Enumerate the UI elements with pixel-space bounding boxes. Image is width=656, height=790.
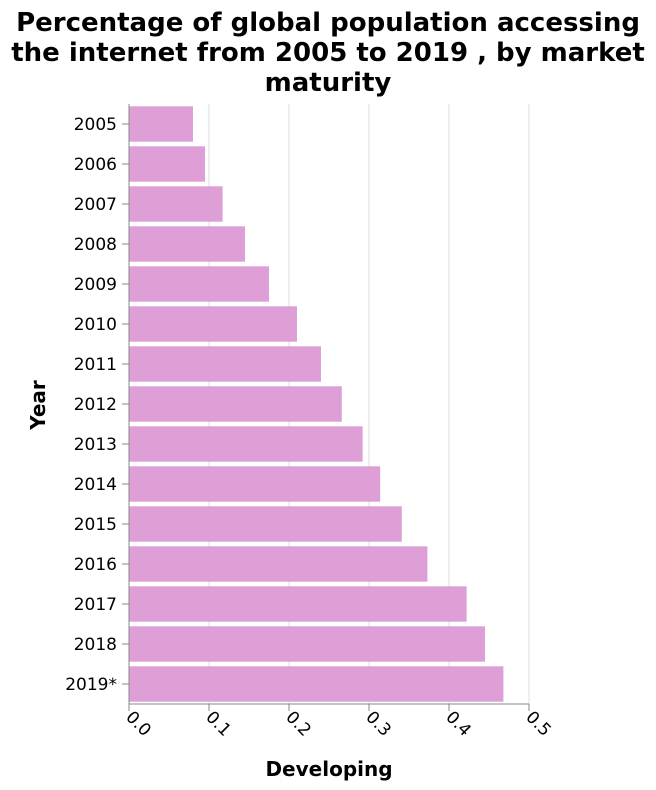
bar-2012	[129, 386, 342, 422]
bar-2010	[129, 306, 297, 342]
y-tick-label: 2017	[74, 595, 117, 615]
x-axis-title: Developing	[265, 757, 392, 781]
bar-2011	[129, 346, 321, 382]
bars	[129, 106, 504, 702]
y-tick-label: 2014	[74, 475, 117, 495]
chart-title: Percentage of global population accessin…	[11, 8, 645, 98]
y-tick-label: 2008	[74, 235, 117, 255]
y-tick-label: 2018	[74, 635, 117, 655]
chart-title-line-1: Percentage of global population accessin…	[16, 8, 640, 38]
bar-2014	[129, 466, 381, 502]
y-tick-label: 2019*	[65, 675, 117, 695]
bar-2017	[129, 586, 467, 622]
x-axis-ticks: 0.0 0.1 0.2 0.3 0.4 0.5	[121, 704, 555, 741]
y-tick-label: 2006	[74, 155, 117, 175]
y-tick-label: 2016	[74, 555, 117, 575]
x-tick-label: 0.4	[441, 707, 474, 740]
y-axis-title: Year	[26, 380, 50, 431]
x-tick-label: 0.2	[281, 707, 314, 740]
y-tick-label: 2010	[74, 315, 117, 335]
bar-2018	[129, 626, 485, 662]
y-axis-ticks: 2005 2006 2007 2008 2009 2010 2011 2012 2013 2014…	[65, 115, 129, 695]
bar-2019*	[129, 666, 504, 702]
bar-2008	[129, 226, 245, 262]
y-tick-label: 2007	[74, 195, 117, 215]
y-tick-label: 2015	[74, 515, 117, 535]
x-tick-label: 0.3	[361, 707, 394, 740]
chart-title-line-3: maturity	[265, 68, 392, 98]
y-tick-label: 2012	[74, 395, 117, 415]
bar-2013	[129, 426, 363, 462]
x-tick-label: 0.5	[521, 707, 554, 740]
bar-2016	[129, 546, 428, 582]
x-tick-label: 0.0	[121, 707, 154, 740]
y-tick-label: 2009	[74, 275, 117, 295]
chart-title-line-2: the internet from 2005 to 2019 , by mark…	[11, 38, 645, 68]
bar-2015	[129, 506, 402, 542]
x-tick-label: 0.1	[201, 707, 234, 740]
bar-2006	[129, 146, 205, 182]
y-tick-label: 2005	[74, 115, 117, 135]
y-tick-label: 2013	[74, 435, 117, 455]
bar-2009	[129, 266, 269, 302]
bar-2007	[129, 186, 223, 222]
y-tick-label: 2011	[74, 355, 117, 375]
bar-2005	[129, 106, 193, 142]
